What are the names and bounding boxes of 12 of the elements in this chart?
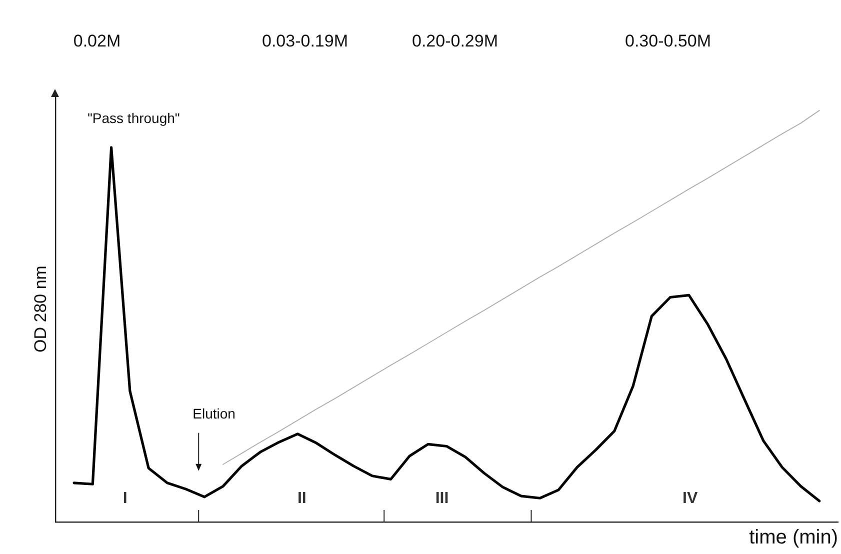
annotation: III	[435, 490, 449, 507]
annotation: I	[122, 490, 128, 507]
text: 0.03-0.19M	[262, 32, 348, 51]
annotation: IV	[682, 490, 698, 507]
text: 0.02M	[73, 32, 121, 51]
annotation: "Pass through"	[87, 110, 180, 126]
x-axis-title: time (min)	[749, 526, 838, 549]
y-axis-title: OD 280 nm	[30, 266, 50, 352]
text: 0.20-0.29M	[412, 32, 498, 51]
text: 0.30-0.50M	[625, 32, 711, 51]
annotation: Elution	[192, 406, 236, 422]
annotation: II	[297, 490, 306, 507]
